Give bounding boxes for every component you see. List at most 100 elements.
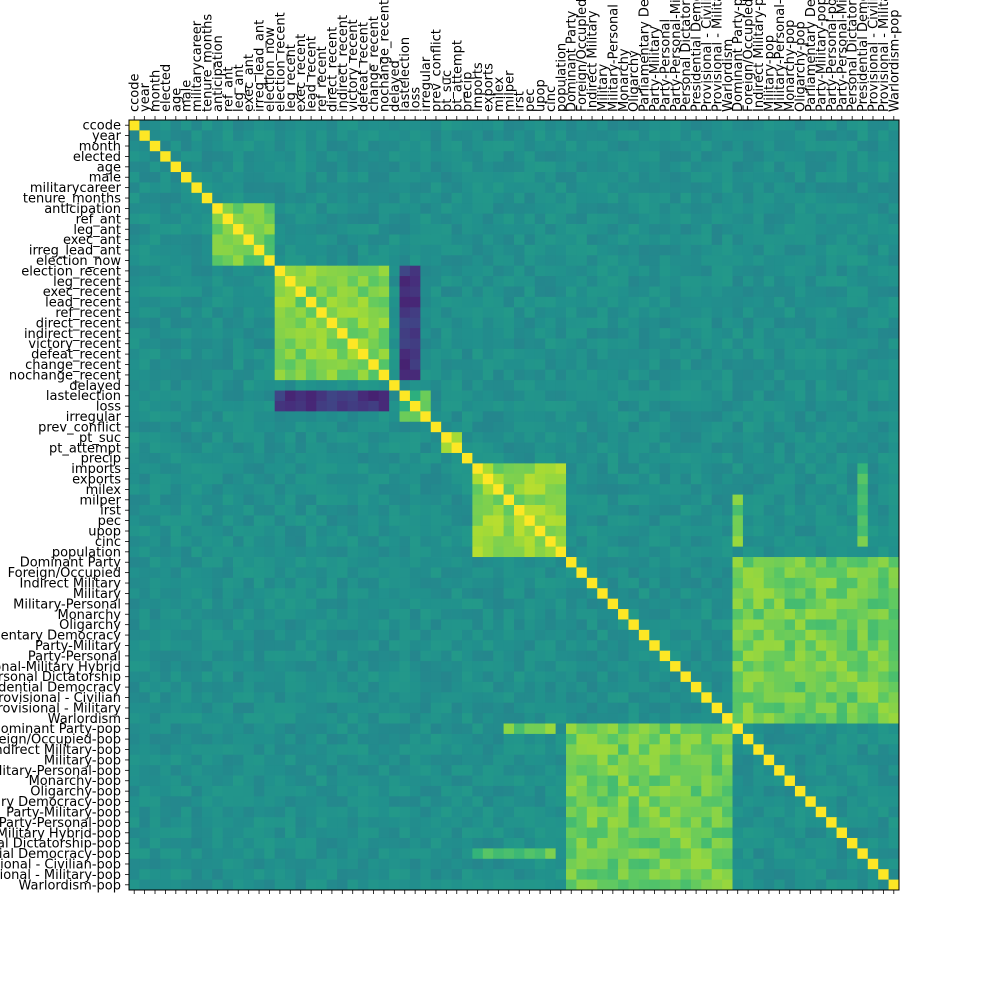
heatmap-cell xyxy=(618,317,629,329)
heatmap-cell xyxy=(846,213,858,225)
heatmap-cell xyxy=(253,775,265,787)
heatmap-cell xyxy=(878,661,889,672)
heatmap-cell xyxy=(826,203,837,215)
heatmap-cell xyxy=(774,151,785,163)
heatmap-cell xyxy=(305,234,317,246)
heatmap-cell xyxy=(680,411,692,423)
heatmap-cell xyxy=(722,765,733,776)
heatmap-cell xyxy=(722,681,733,693)
heatmap-cell xyxy=(160,120,172,131)
heatmap-cell xyxy=(441,775,452,787)
heatmap-cell xyxy=(690,702,702,714)
heatmap-cell xyxy=(524,161,536,173)
heatmap-cell xyxy=(170,765,182,776)
heatmap-cell xyxy=(597,276,609,287)
heatmap-cell xyxy=(493,588,504,600)
heatmap-cell xyxy=(826,557,837,568)
heatmap-cell xyxy=(472,765,484,776)
heatmap-cell xyxy=(649,557,661,568)
heatmap-cell xyxy=(711,452,723,464)
heatmap-cell xyxy=(181,567,192,579)
heatmap-cell xyxy=(836,390,848,402)
heatmap-cell xyxy=(253,754,265,766)
heatmap-cell xyxy=(555,692,567,704)
heatmap-cell xyxy=(347,224,359,235)
heatmap-cell xyxy=(129,286,140,298)
heatmap-cell xyxy=(493,733,504,745)
heatmap-cell xyxy=(503,442,515,454)
heatmap-cell xyxy=(628,421,640,433)
heatmap-cell xyxy=(409,702,421,714)
heatmap-cell xyxy=(805,494,817,506)
heatmap-cell xyxy=(763,536,775,548)
heatmap-cell xyxy=(472,681,484,693)
heatmap-cell xyxy=(420,546,432,558)
heatmap-cell xyxy=(597,567,609,579)
heatmap-cell xyxy=(628,713,640,724)
heatmap-cell xyxy=(774,754,785,766)
heatmap-cell xyxy=(503,130,515,142)
heatmap-cell xyxy=(805,765,817,776)
heatmap-cell xyxy=(794,577,806,589)
heatmap-cell xyxy=(857,400,869,412)
heatmap-cell xyxy=(295,598,307,610)
heatmap-cell xyxy=(243,588,255,600)
heatmap-cell xyxy=(878,317,889,329)
heatmap-cell xyxy=(191,619,203,631)
heatmap-cell xyxy=(264,317,276,329)
heatmap-cell xyxy=(514,411,525,423)
heatmap-cell xyxy=(233,390,244,402)
heatmap-cell xyxy=(524,328,536,339)
heatmap-cell xyxy=(129,629,140,641)
heatmap-cell xyxy=(482,400,494,412)
heatmap-cell xyxy=(805,452,817,464)
heatmap-cell xyxy=(441,411,452,423)
heatmap-cell xyxy=(794,598,806,610)
heatmap-cell xyxy=(503,463,515,475)
heatmap-cell xyxy=(441,806,452,818)
heatmap-cell xyxy=(784,536,796,548)
heatmap-cell xyxy=(285,338,296,350)
heatmap-cell xyxy=(305,536,317,548)
heatmap-cell xyxy=(222,609,234,620)
heatmap-cell xyxy=(576,286,588,298)
heatmap-cell xyxy=(389,161,400,173)
heatmap-cell xyxy=(566,546,577,558)
heatmap-cell xyxy=(888,203,900,215)
heatmap-cell xyxy=(586,192,598,204)
heatmap-cell xyxy=(888,442,900,454)
heatmap-cell xyxy=(836,765,848,776)
heatmap-cell xyxy=(503,609,515,620)
heatmap-cell xyxy=(659,328,671,339)
heatmap-cell xyxy=(201,557,213,568)
heatmap-cell xyxy=(826,702,837,714)
heatmap-cell xyxy=(534,369,546,381)
heatmap-cell xyxy=(170,723,182,735)
heatmap-cell xyxy=(274,525,286,537)
heatmap-cell xyxy=(378,796,390,808)
heatmap-cell xyxy=(139,733,151,745)
heatmap-cell xyxy=(212,588,224,600)
heatmap-cell xyxy=(794,505,806,516)
heatmap-cell xyxy=(170,817,182,828)
heatmap-cell xyxy=(722,244,733,256)
heatmap-cell xyxy=(212,380,224,391)
heatmap-cell xyxy=(690,806,702,818)
heatmap-cell xyxy=(836,452,848,464)
heatmap-cell xyxy=(129,130,140,142)
heatmap-cell xyxy=(888,744,900,756)
heatmap-cell xyxy=(514,130,525,142)
heatmap-cell xyxy=(285,723,296,735)
heatmap-cell xyxy=(701,765,713,776)
heatmap-cell xyxy=(461,442,473,454)
heatmap-cell xyxy=(836,671,848,683)
heatmap-cell xyxy=(670,744,681,756)
heatmap-cell xyxy=(701,557,713,568)
heatmap-cell xyxy=(628,733,640,745)
heatmap-cell xyxy=(212,733,224,745)
heatmap-cell xyxy=(545,598,557,610)
heatmap-cell xyxy=(888,140,900,152)
heatmap-cell xyxy=(222,754,234,766)
heatmap-cell xyxy=(576,525,588,537)
heatmap-cell xyxy=(618,557,629,568)
